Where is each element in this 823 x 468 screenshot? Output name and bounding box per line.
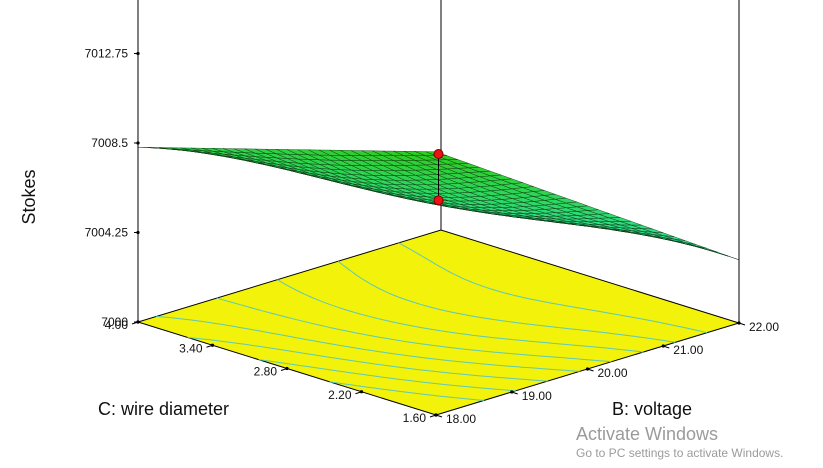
y-tick-label: 2.20: [328, 388, 352, 402]
z-tick-dot: [136, 230, 140, 235]
floor-plane: [136, 229, 741, 416]
contour-line-1: [398, 242, 708, 334]
design-point-1: [433, 149, 444, 160]
y-tick-dot: [136, 320, 140, 324]
z-tick-dot: [136, 51, 140, 56]
surface-cell: [695, 245, 718, 253]
design-point-2: [433, 195, 444, 206]
axes: 70007004.257008.57012.7570171.602.202.80…: [85, 47, 780, 427]
z-tick-label: 7004.25: [85, 226, 129, 240]
contour-line-2: [337, 260, 676, 343]
contour-line-4: [216, 297, 612, 363]
contour-floor: [136, 229, 741, 416]
x-tick-dot: [585, 367, 590, 371]
z-tick-label: 7000: [101, 315, 128, 329]
y-tick-dot: [359, 390, 364, 394]
x-tick-dot: [661, 344, 665, 348]
x-tick-label: 22.00: [749, 320, 779, 334]
x-axis-label: B: voltage: [612, 399, 692, 419]
design-points: [433, 149, 444, 206]
contour-line-6: [187, 337, 548, 382]
surface-cell: [685, 242, 707, 249]
contour-line-3: [277, 279, 644, 353]
y-axis-label: C: wire diameter: [98, 399, 229, 419]
contour-line-5: [156, 316, 580, 372]
y-tick-dot: [210, 343, 215, 347]
x-tick-dot: [434, 413, 438, 417]
x-tick-label: 21.00: [673, 343, 703, 357]
y-tick-label: 1.60: [403, 411, 427, 425]
x-tick-dot: [510, 390, 514, 394]
response-surface: [137, 147, 740, 260]
z-axis-label: Stokes: [19, 169, 39, 224]
x-tick-label: 19.00: [522, 389, 552, 403]
x-tick-label: 18.00: [446, 412, 476, 426]
y-tick-label: 3.40: [179, 341, 203, 355]
x-tick-dot: [737, 321, 741, 325]
watermark-title: Activate Windows: [576, 424, 719, 444]
y-tick-label: 2.80: [254, 365, 278, 379]
y-tick-label: 4.00: [105, 318, 129, 332]
x-tick-label: 20.00: [598, 366, 628, 380]
z-tick-label: 7012.75: [85, 47, 129, 61]
z-tick-label: 7008.5: [91, 136, 128, 150]
contour-line-7: [258, 359, 516, 392]
contour-line-8: [329, 381, 484, 401]
y-tick-dot: [285, 366, 289, 371]
watermark-subtitle: Go to PC settings to activate Windows.: [576, 446, 784, 460]
z-tick-dot: [136, 141, 140, 145]
